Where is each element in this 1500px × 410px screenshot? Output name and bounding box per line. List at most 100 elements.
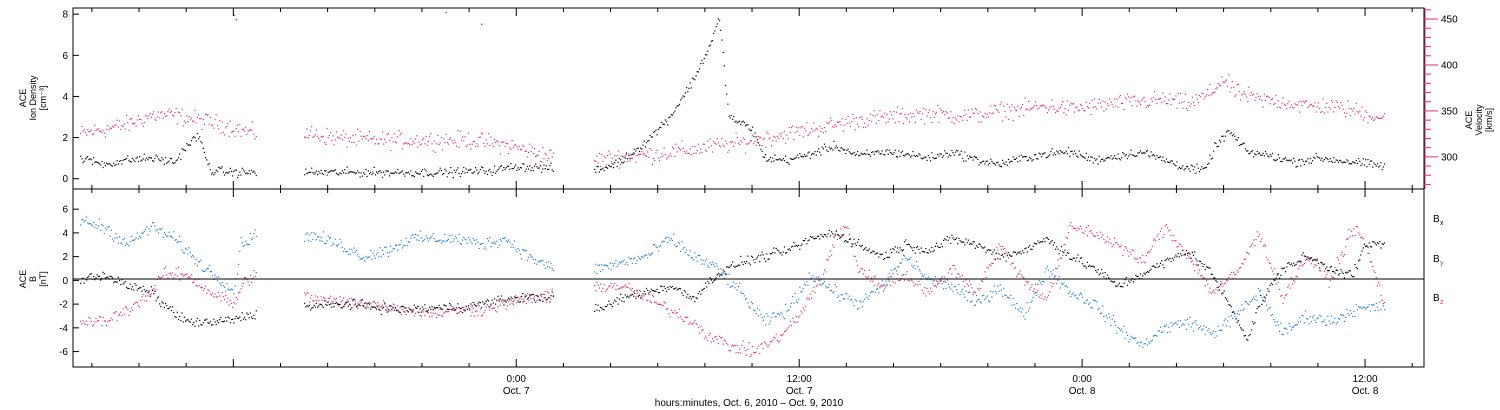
density-point xyxy=(826,149,828,151)
density-point xyxy=(867,153,869,155)
velocity-point xyxy=(1066,100,1068,102)
density-point xyxy=(732,118,734,120)
by-point xyxy=(948,286,951,288)
density-point xyxy=(661,121,663,124)
velocity-point xyxy=(511,139,513,141)
bx-point xyxy=(388,305,391,307)
bz-point xyxy=(789,320,791,322)
bz-point xyxy=(407,307,409,309)
velocity-point xyxy=(792,125,794,127)
density-point xyxy=(803,154,806,156)
bx-point xyxy=(1014,251,1017,253)
by-point xyxy=(485,248,487,250)
by-point xyxy=(1062,283,1064,286)
velocity-point xyxy=(1075,107,1077,109)
density-point xyxy=(96,161,98,163)
bz-point xyxy=(806,298,808,300)
density-point xyxy=(177,157,180,159)
bz-point xyxy=(458,311,460,314)
bz-point xyxy=(163,268,165,270)
by-point xyxy=(624,263,626,265)
bx-point xyxy=(661,285,663,288)
bz-point xyxy=(908,280,910,282)
density-point xyxy=(1209,154,1211,156)
density-point xyxy=(891,152,893,154)
density-point xyxy=(873,153,875,155)
by-point xyxy=(815,276,817,278)
bx-point xyxy=(723,271,725,273)
velocity-point xyxy=(94,124,96,126)
velocity-point xyxy=(84,131,86,133)
bz-point xyxy=(1210,292,1212,294)
by-point xyxy=(495,243,497,245)
bx-point xyxy=(696,298,698,300)
density-point xyxy=(380,172,382,174)
velocity-point xyxy=(1276,107,1278,109)
bx-point xyxy=(172,306,174,308)
velocity-outlier xyxy=(235,19,238,21)
bz-point xyxy=(452,309,454,311)
bx-point xyxy=(1158,265,1160,267)
density-point xyxy=(1208,162,1210,164)
velocity-point xyxy=(320,135,322,137)
density-point xyxy=(249,173,251,175)
by-point xyxy=(944,280,946,282)
bz-point xyxy=(1184,253,1186,255)
bx-point xyxy=(1083,265,1085,267)
bz-point xyxy=(1213,290,1215,292)
density-point xyxy=(894,149,896,151)
bz-point xyxy=(704,335,707,337)
by-point xyxy=(934,276,936,278)
density-point xyxy=(1286,159,1288,161)
density-point xyxy=(611,163,613,165)
velocity-point xyxy=(631,157,633,159)
bz-point xyxy=(615,288,617,291)
by-point xyxy=(397,249,399,251)
bx-point xyxy=(953,239,955,241)
velocity-point xyxy=(597,162,599,164)
velocity-point xyxy=(633,154,635,156)
bz-point xyxy=(486,304,488,306)
bx-point xyxy=(532,294,534,296)
density-point xyxy=(492,171,494,173)
by-point xyxy=(414,233,417,235)
density-point xyxy=(656,134,658,136)
bz-point xyxy=(497,306,499,308)
velocity-point xyxy=(1300,101,1302,103)
density-point xyxy=(522,163,524,165)
density-point xyxy=(421,169,424,171)
bx-point xyxy=(82,277,84,279)
by-point xyxy=(467,236,470,238)
by-point xyxy=(1188,323,1190,326)
by-point xyxy=(538,260,540,262)
density-point xyxy=(693,78,695,80)
by-point xyxy=(979,301,981,303)
density-point xyxy=(602,167,604,169)
density-point xyxy=(376,171,378,173)
bz-point xyxy=(444,311,446,313)
density-point xyxy=(175,160,177,162)
by-point xyxy=(1052,269,1054,271)
velocity-point xyxy=(1196,98,1198,100)
bz-point xyxy=(359,300,361,302)
density-point xyxy=(937,153,939,155)
by-point xyxy=(981,295,984,297)
by-point xyxy=(602,269,604,271)
velocity-point xyxy=(192,120,194,122)
by-point xyxy=(1192,330,1195,332)
bx-point xyxy=(214,321,216,323)
velocity-point xyxy=(515,144,517,146)
by-point xyxy=(252,237,254,239)
velocity-point xyxy=(1142,98,1144,100)
bz-point xyxy=(1360,237,1362,239)
bx-point xyxy=(475,305,477,307)
bx-point xyxy=(306,305,308,307)
velocity-point xyxy=(549,149,551,151)
bz-point xyxy=(325,300,327,302)
density-point xyxy=(315,170,317,172)
density-point xyxy=(528,168,530,170)
by-point xyxy=(1102,305,1104,307)
velocity-point xyxy=(616,154,618,157)
velocity-point xyxy=(664,154,666,156)
by-point xyxy=(1309,316,1311,318)
